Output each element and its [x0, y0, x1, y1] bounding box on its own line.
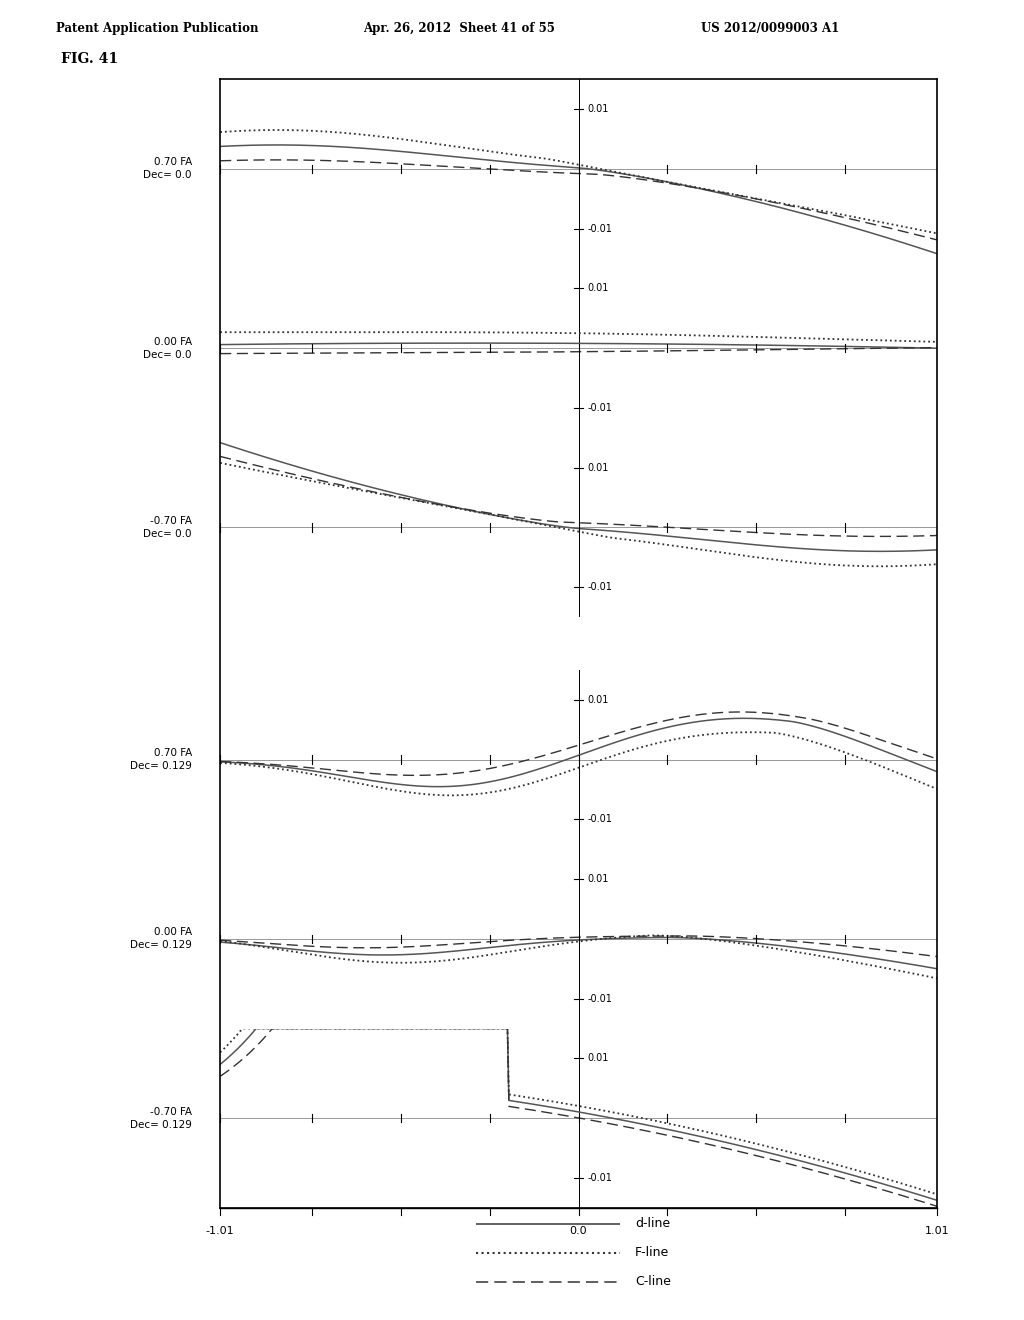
- Text: -0.01: -0.01: [588, 403, 612, 413]
- Text: Patent Application Publication: Patent Application Publication: [56, 22, 259, 36]
- Text: 0.01: 0.01: [588, 1053, 609, 1064]
- Text: 0.01: 0.01: [588, 284, 609, 293]
- Text: -0.01: -0.01: [588, 582, 612, 593]
- Text: -0.70 FA
Dec= 0.129: -0.70 FA Dec= 0.129: [130, 1106, 191, 1130]
- Text: -0.01: -0.01: [588, 994, 612, 1003]
- Text: -0.01: -0.01: [588, 1173, 612, 1183]
- Text: 0.00 FA
Dec= 0.129: 0.00 FA Dec= 0.129: [130, 927, 191, 950]
- Text: -0.01: -0.01: [588, 223, 612, 234]
- Text: F-line: F-line: [635, 1246, 669, 1259]
- Text: -0.70 FA
Dec= 0.0: -0.70 FA Dec= 0.0: [143, 516, 191, 539]
- Text: 1.01: 1.01: [925, 1226, 949, 1236]
- Text: 0.0: 0.0: [569, 1226, 588, 1236]
- Text: 0.01: 0.01: [588, 463, 609, 473]
- Text: 0.01: 0.01: [588, 104, 609, 114]
- Text: 0.70 FA
Dec= 0.0: 0.70 FA Dec= 0.0: [143, 157, 191, 181]
- Text: -1.01: -1.01: [206, 1226, 234, 1236]
- Text: US 2012/0099003 A1: US 2012/0099003 A1: [701, 22, 840, 36]
- Text: d-line: d-line: [635, 1217, 670, 1230]
- Text: 0.70 FA
Dec= 0.129: 0.70 FA Dec= 0.129: [130, 748, 191, 771]
- Text: Apr. 26, 2012  Sheet 41 of 55: Apr. 26, 2012 Sheet 41 of 55: [364, 22, 555, 36]
- Text: -0.01: -0.01: [588, 814, 612, 824]
- Text: C-line: C-line: [635, 1275, 671, 1288]
- Text: 0.00 FA
Dec= 0.0: 0.00 FA Dec= 0.0: [143, 337, 191, 360]
- Text: 0.01: 0.01: [588, 694, 609, 705]
- Text: 0.01: 0.01: [588, 874, 609, 884]
- Text: FIG. 41: FIG. 41: [61, 53, 119, 66]
